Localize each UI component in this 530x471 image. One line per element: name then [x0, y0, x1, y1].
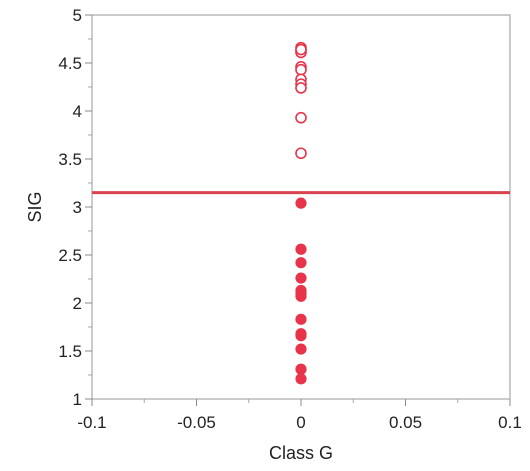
y-tick-label: 5 [73, 6, 82, 25]
y-tick-label: 1 [73, 390, 82, 409]
filled-data-point [295, 287, 307, 299]
y-tick-label: 2 [73, 294, 82, 313]
x-tick-label: 0 [296, 413, 305, 432]
filled-data-point [295, 330, 307, 342]
y-tick-label: 1.5 [58, 342, 82, 361]
open-data-point [295, 147, 307, 160]
filled-data-point [295, 243, 307, 255]
filled-data-point [295, 313, 307, 325]
filled-data-point [295, 197, 307, 209]
x-tick-label: 0.05 [389, 413, 422, 432]
y-tick-label: 4.5 [58, 54, 82, 73]
x-tick-label: -0.05 [177, 413, 216, 432]
open-data-point [295, 111, 307, 124]
filled-data-point [295, 257, 307, 269]
filled-data-point [295, 343, 307, 355]
open-data-point [295, 82, 307, 94]
y-axis-title: SIG [25, 191, 45, 222]
open-data-point [295, 43, 307, 56]
y-tick-label: 3.5 [58, 150, 82, 169]
filled-data-point [295, 363, 307, 375]
x-tick-label: 0.1 [498, 413, 522, 432]
y-tick-label: 2.5 [58, 246, 82, 265]
x-tick-label: -0.1 [77, 413, 106, 432]
y-tick-label: 3 [73, 198, 82, 217]
filled-data-point [295, 272, 307, 284]
x-axis-title: Class G [269, 443, 333, 463]
filled-data-point [295, 373, 307, 385]
y-tick-label: 4 [73, 102, 82, 121]
open-data-point [295, 63, 307, 76]
